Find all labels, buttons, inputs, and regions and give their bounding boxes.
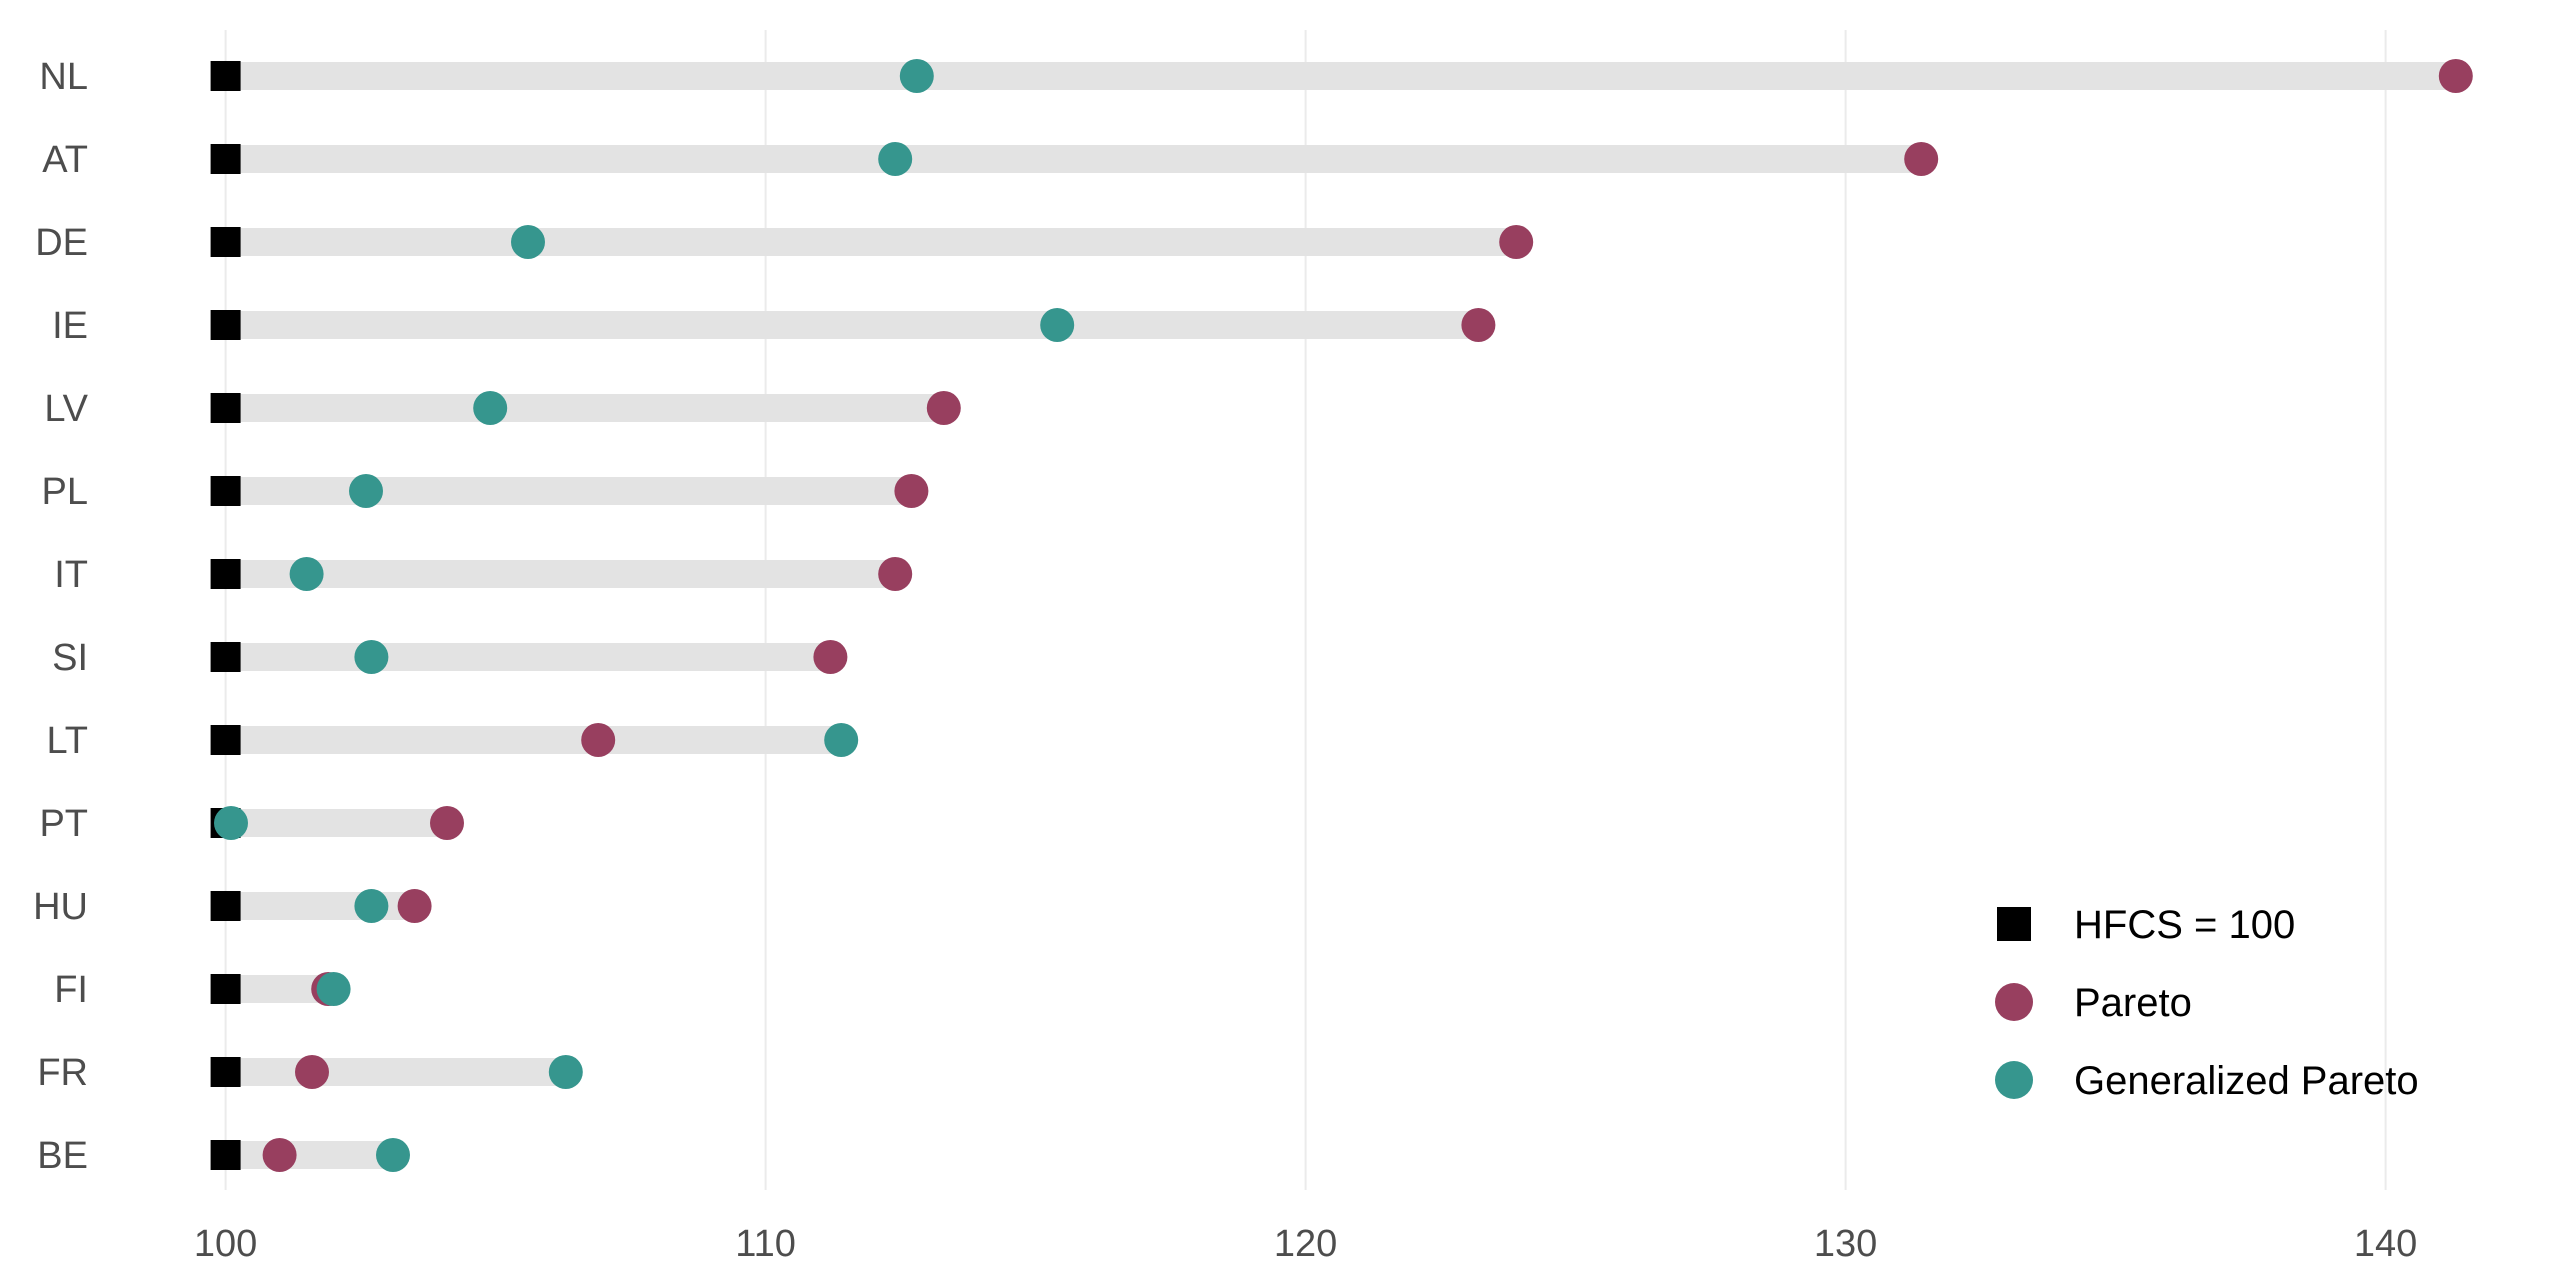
y-tick-label-it: IT [54,554,88,596]
hfcs-marker-fr [210,1057,241,1087]
hfcs-marker-de [210,227,241,257]
pareto-point-lt [581,723,616,757]
range-bar-pl [225,477,912,505]
pareto-point-si [813,640,848,674]
legend-label-0: HFCS = 100 [2074,903,2295,947]
hfcs-marker-lt [210,725,241,755]
y-tick-label-de: DE [35,222,88,264]
range-bar-pt [225,809,447,837]
gridlines [224,30,2387,1190]
y-tick-label-lt: LT [46,720,88,762]
hfcs-marker-it [210,559,241,589]
x-tick-label: 110 [735,1223,796,1265]
y-tick-label-at: AT [42,139,88,181]
y-tick-label-be: BE [37,1135,88,1177]
hfcs-marker-be [210,1140,241,1170]
hfcs-marker-nl [210,61,241,91]
y-tick-label-pt: PT [39,803,88,845]
generalized-pareto-point-lt [824,723,859,757]
y-tick-label-fr: FR [37,1052,88,1094]
pareto-point-nl [2438,59,2473,93]
pareto-point-at [1904,142,1939,176]
generalized-pareto-point-at [878,142,913,176]
y-tick-label-pl: PL [42,471,88,513]
pareto-point-be [262,1138,297,1172]
range-bar-at [225,145,1922,173]
pareto-point-pl [894,474,929,508]
hfcs-marker-pl [210,476,241,506]
legend-label-2: Generalized Pareto [2074,1059,2419,1103]
pareto-point-ie [1461,308,1496,342]
generalized-pareto-point-fi [316,972,351,1006]
x-tick-label: 100 [194,1223,257,1265]
generalized-pareto-point-fr [548,1055,583,1089]
legend-key-generalized-pareto [1995,1061,2033,1099]
hfcs-marker-hu [210,891,241,921]
range-bar-de [225,228,1517,256]
legend: HFCS = 100 Pareto Generalized Pareto [1995,903,2419,1103]
legend-label-1: Pareto [2074,981,2192,1025]
range-bar-nl [225,62,2456,90]
pareto-point-lv [926,391,961,425]
y-tick-label-hu: HU [33,886,88,928]
y-tick-label-nl: NL [39,56,88,98]
pareto-point-pt [430,806,464,840]
pareto-point-de [1499,225,1534,259]
y-tick-label-lv: LV [44,388,88,430]
range-bar-it [225,560,896,588]
generalized-pareto-point-pl [349,474,383,508]
y-axis: NL AT DE IE LV PL IT SI LT PT HU FI FR BE [33,56,89,1177]
hfcs-marker-ie [210,310,241,340]
generalized-pareto-point-si [354,640,389,674]
generalized-pareto-point-be [376,1138,410,1172]
legend-key-pareto [1995,983,2033,1021]
range-bar-si [225,643,831,671]
x-tick-label: 120 [1274,1223,1337,1265]
hfcs-marker-fi [210,974,241,1004]
x-tick-label: 130 [1814,1223,1877,1265]
generalized-pareto-point-hu [354,889,389,923]
generalized-pareto-point-nl [899,59,934,93]
y-tick-label-ie: IE [52,305,88,347]
generalized-pareto-point-de [511,225,545,259]
generalized-pareto-point-lv [473,391,508,425]
generalized-pareto-point-ie [1040,308,1075,342]
x-tick-label: 140 [2354,1223,2417,1265]
generalized-pareto-point-it [289,557,324,591]
pareto-point-it [878,557,913,591]
hfcs-marker-si [210,642,241,672]
range-bar-be [225,1141,393,1169]
range-bar-ie [225,311,1479,339]
y-tick-label-fi: FI [54,969,88,1011]
pareto-point-fr [295,1055,329,1089]
legend-key-hfcs [1997,907,2031,941]
pareto-point-hu [397,889,432,923]
hfcs-marker-lv [210,393,241,423]
range-bars [225,62,2456,1169]
x-axis: 100 110 120 130 140 [194,1223,2417,1265]
range-bar-fr [225,1058,566,1086]
range-bar-lv [225,394,944,422]
generalized-pareto-point-pt [214,806,248,840]
range-bar-lt [225,726,842,754]
hfcs-marker-at [210,144,241,174]
y-tick-label-si: SI [52,637,88,679]
data-points [210,59,2473,1172]
